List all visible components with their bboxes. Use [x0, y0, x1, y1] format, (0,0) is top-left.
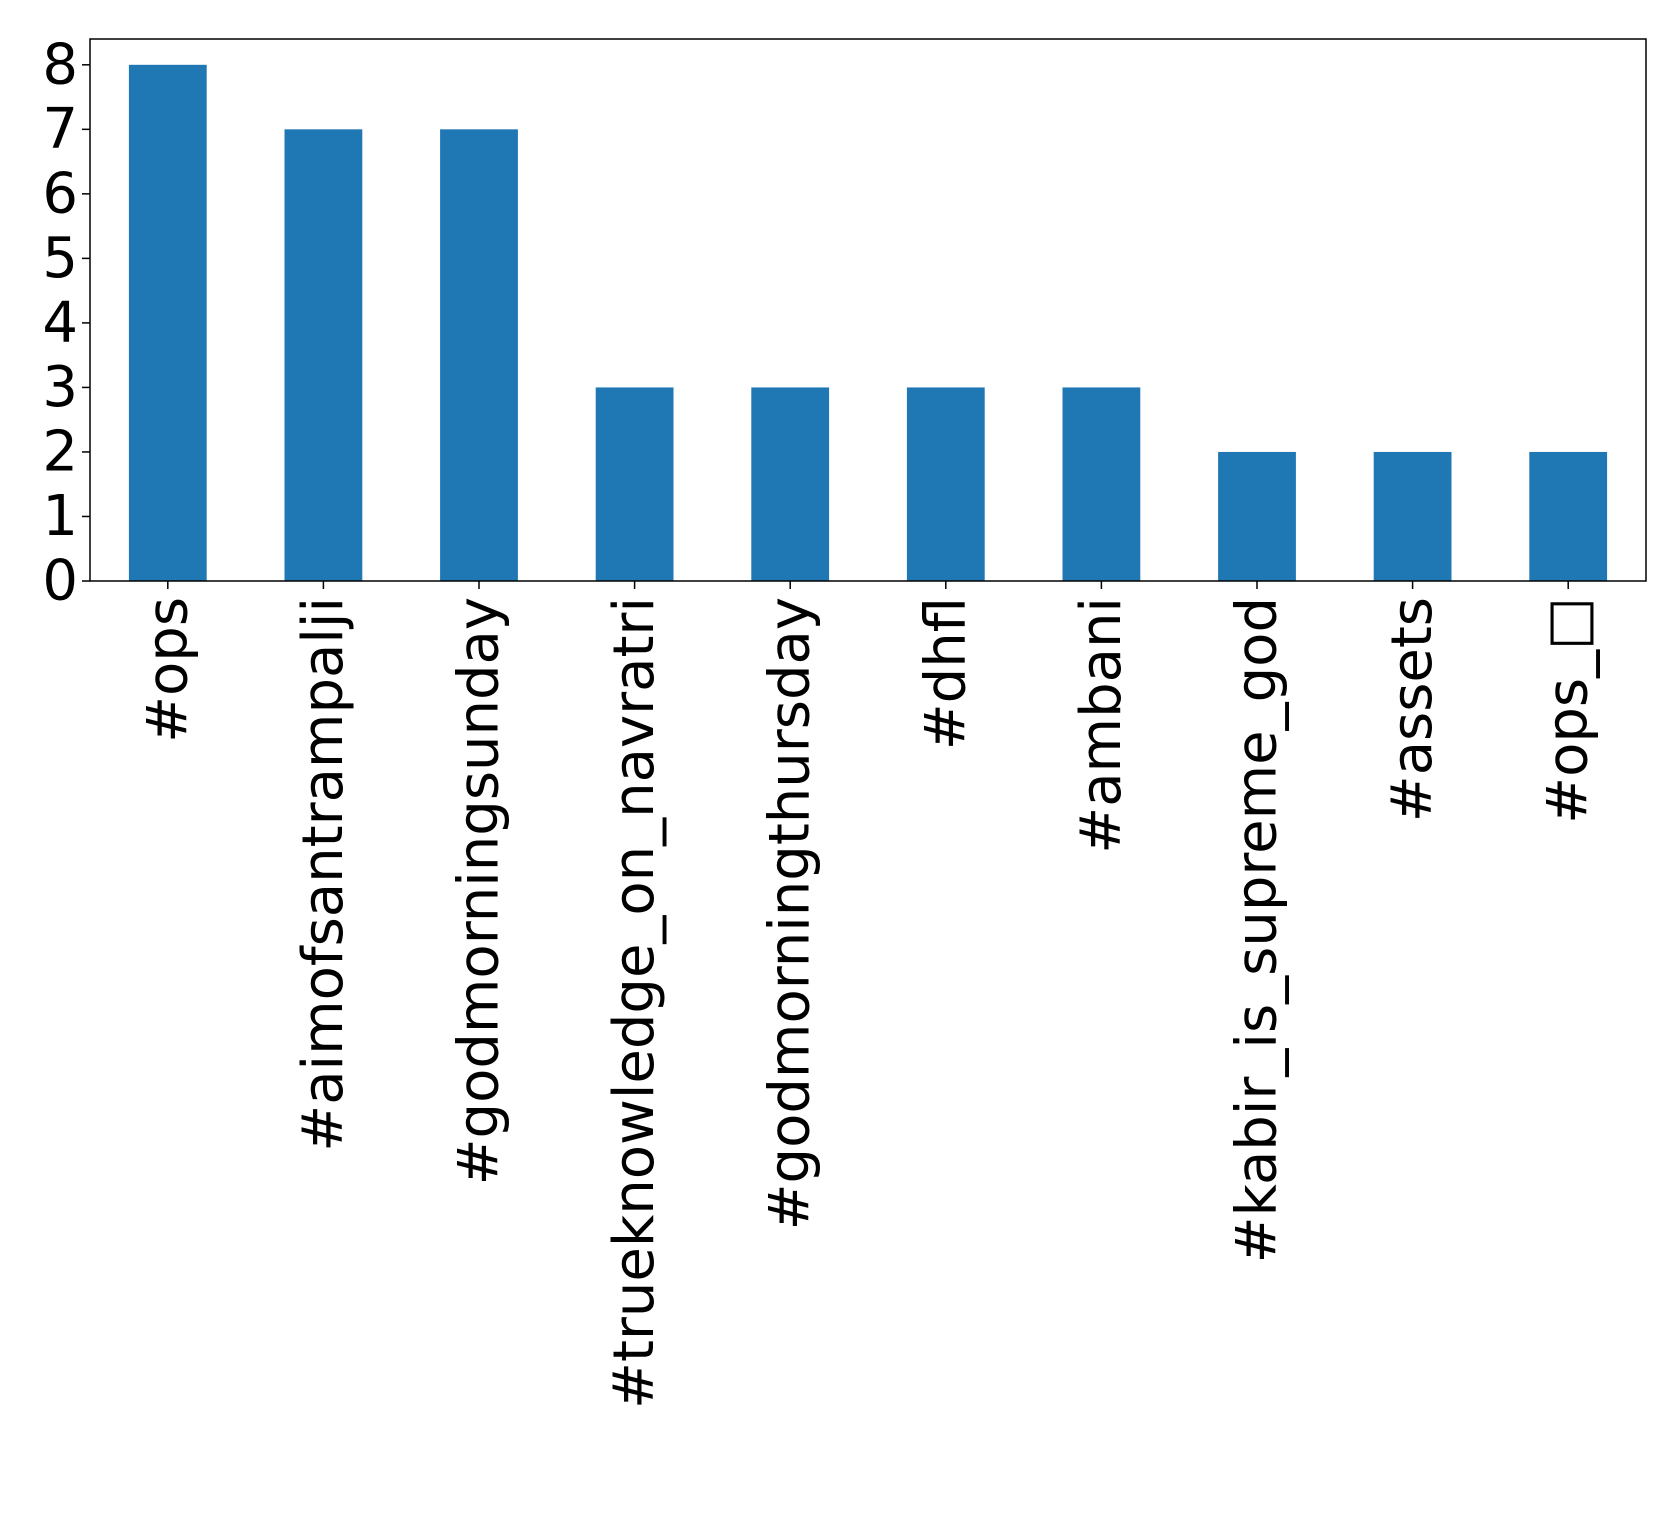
bar-7 — [1218, 451, 1296, 581]
y-tick-label-0: 0 — [42, 549, 78, 614]
x-tick-label-3: #trueknowledge_on_navratri — [602, 597, 667, 1409]
bar-1 — [284, 129, 363, 581]
x-tick-label-5: #dhfl — [913, 597, 978, 750]
x-tick-label-7: #kabir_is_supreme_god — [1225, 597, 1290, 1263]
x-tick-label-2: #godmorningsunday — [447, 597, 512, 1185]
y-tick-label-7: 7 — [42, 97, 78, 162]
x-tick-label-4: #godmorningthursday — [758, 597, 823, 1230]
y-tick-label-5: 5 — [42, 226, 78, 291]
y-tick-label-6: 6 — [42, 161, 78, 226]
y-tick-label-3: 3 — [42, 355, 78, 420]
bar-9 — [1529, 451, 1608, 581]
y-tick-label-1: 1 — [42, 484, 78, 549]
bar-2 — [440, 129, 518, 581]
y-tick-label-8: 8 — [42, 32, 78, 97]
y-tick-label-4: 4 — [42, 290, 78, 355]
x-axis-ticks: #ops #aimofsantrampalji #godmorningsunday #… — [135, 581, 1601, 1409]
bar-0 — [128, 64, 207, 581]
bar-8 — [1373, 451, 1452, 581]
bar-4 — [751, 387, 830, 581]
x-tick-label-6: #ambani — [1069, 597, 1134, 854]
x-tick-label-0: #ops — [135, 597, 200, 743]
x-tick-label-9: #ops_□ — [1536, 597, 1601, 824]
bars-group — [128, 64, 1608, 581]
x-tick-label-8: #assets — [1380, 597, 1445, 822]
x-tick-label-1: #aimofsantrampalji — [291, 597, 356, 1152]
bar-3 — [595, 387, 674, 581]
axes-frame — [89, 38, 1647, 582]
y-tick-label-2: 2 — [42, 419, 78, 484]
bar-6 — [1062, 387, 1141, 581]
bar-5 — [906, 387, 985, 581]
